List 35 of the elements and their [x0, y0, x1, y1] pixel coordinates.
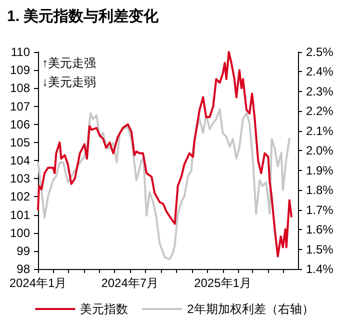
- y-tick-label: 107: [10, 99, 30, 114]
- annotation: ↑美元走强: [42, 56, 96, 70]
- y2-tick-label: 1.7%: [306, 202, 334, 217]
- legend-label: 2年期加权利差（右轴）: [187, 302, 314, 316]
- y-tick-label: 104: [10, 154, 30, 168]
- y-tick-label: 99: [16, 244, 30, 258]
- y2-tick-label: 2.4%: [306, 64, 334, 79]
- legend-label: 美元指数: [80, 302, 128, 316]
- y2-tick-label: 1.9%: [306, 163, 334, 178]
- y-tick-label: 105: [10, 135, 30, 150]
- y-tick-label: 100: [10, 226, 30, 240]
- line-series: [37, 108, 290, 260]
- y2-tick-label: 1.6%: [306, 222, 334, 237]
- y2-tick-label: 2.3%: [306, 84, 334, 98]
- annotation: ↓美元走弱: [42, 75, 96, 89]
- y-tick-label: 110: [10, 45, 30, 59]
- y2-tick-label: 1.8%: [306, 183, 334, 198]
- y2-tick-label: 1.4%: [306, 262, 334, 276]
- y-tick-label: 106: [10, 117, 30, 132]
- y2-tick-label: 2.1%: [306, 124, 334, 138]
- x-tick-label: 2024年7月: [101, 276, 159, 290]
- y-tick-label: 103: [10, 172, 30, 186]
- y-tick-label: 101: [10, 208, 30, 222]
- chart-title: 1. 美元指数与利差变化: [7, 7, 160, 25]
- line-series: [37, 51, 292, 258]
- y2-tick-label: 2.5%: [306, 45, 334, 59]
- y-tick-label: 102: [10, 190, 30, 204]
- y-tick-label: 98: [16, 262, 30, 276]
- y-tick-label: 109: [10, 63, 30, 78]
- y2-tick-label: 2.2%: [306, 104, 334, 118]
- x-tick-label: 2024年1月: [9, 276, 67, 290]
- y2-tick-label: 1.5%: [306, 242, 334, 256]
- x-tick-label: 2025年1月: [194, 276, 252, 290]
- y-tick-label: 108: [10, 81, 30, 96]
- y2-tick-label: 2.0%: [306, 144, 334, 158]
